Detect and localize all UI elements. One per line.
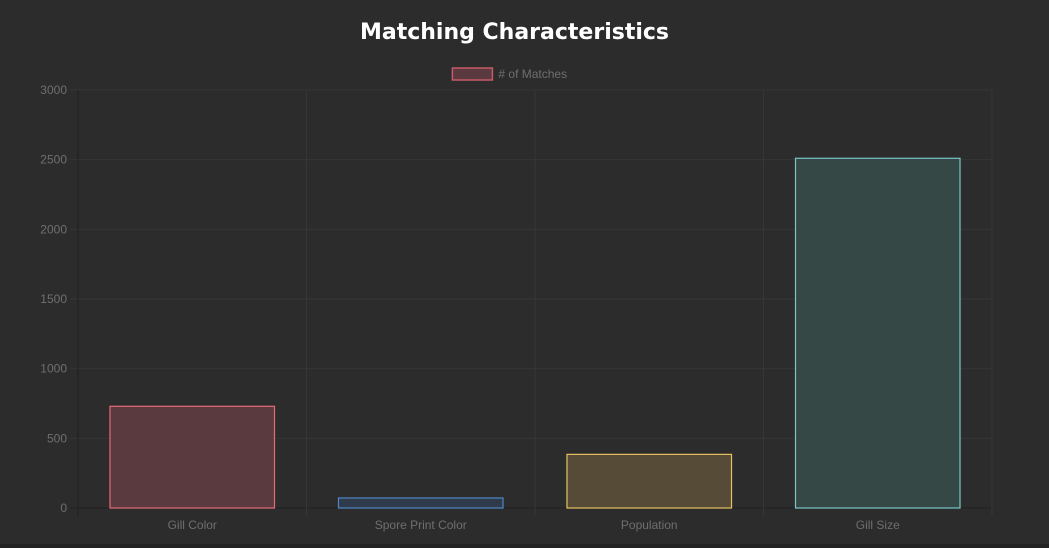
- legend-swatch: [451, 67, 494, 81]
- bar-gill-color: [109, 405, 276, 509]
- x-tick-label: Spore Print Color: [375, 518, 467, 532]
- y-tick-label: 3000: [40, 83, 67, 97]
- y-tick-label: 2000: [40, 222, 67, 236]
- bar-population: [566, 453, 733, 509]
- legend-label: # of Matches: [498, 67, 567, 81]
- y-tick-label: 0: [60, 501, 67, 515]
- bar-gill-size: [794, 157, 961, 509]
- y-tick-label: 500: [47, 431, 67, 445]
- bottom-edge: [0, 544, 1049, 548]
- x-tick-label: Gill Size: [856, 518, 900, 532]
- chart-title: Matching Characteristics: [359, 20, 670, 45]
- y-tick-label: 2500: [40, 153, 67, 167]
- x-tick-label: Gill Color: [168, 518, 217, 532]
- bar-spore-print-color: [337, 497, 504, 509]
- y-tick-label: 1000: [40, 362, 67, 376]
- y-tick-label: 1500: [40, 292, 67, 306]
- x-tick-label: Population: [621, 518, 678, 532]
